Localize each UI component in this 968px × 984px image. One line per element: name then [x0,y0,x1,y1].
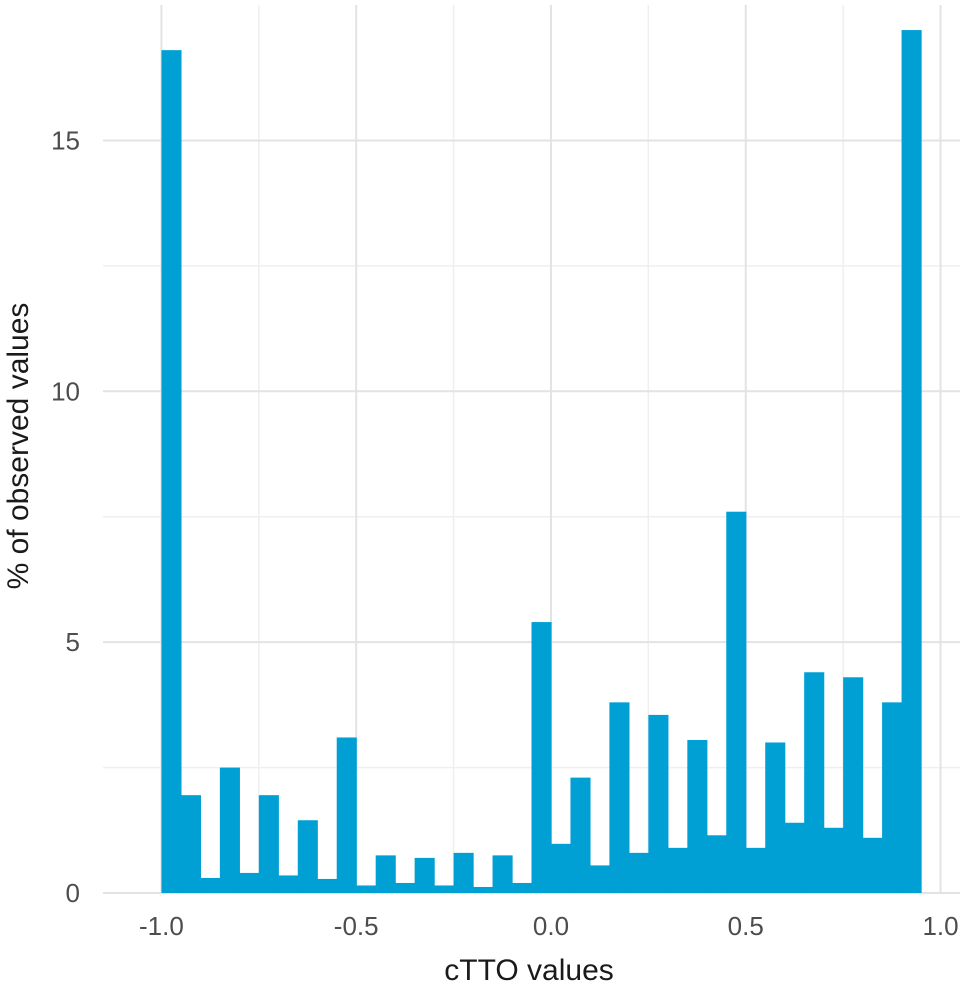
histogram-bar [453,852,474,893]
histogram-bar [161,50,182,894]
histogram-bars [161,30,922,894]
y-tick-label: 5 [66,627,80,657]
histogram-bar [414,857,435,893]
histogram-bar [609,702,630,893]
x-tick-label: 0.5 [728,911,764,941]
histogram-bar [843,677,864,893]
y-axis-ticks: 0 5 10 15 [51,125,80,908]
histogram-bar [823,827,844,893]
histogram-bar [180,795,201,893]
y-tick-label: 15 [51,125,80,155]
x-axis-ticks: -1.0 -0.5 0.0 0.5 1.0 [139,911,959,941]
x-tick-label: 1.0 [922,911,958,941]
y-tick-label: 0 [66,878,80,908]
histogram-bar [512,882,533,893]
x-tick-label: -0.5 [334,911,379,941]
histogram-bar [258,795,279,893]
histogram-bar [278,875,299,893]
histogram-bar [628,852,649,893]
histogram-bar [784,822,805,893]
histogram-bar [297,820,318,893]
histogram-bar [395,882,416,893]
x-tick-label: 0.0 [533,911,569,941]
histogram-bar [200,877,221,893]
x-axis-title: cTTO values [444,954,614,984]
y-tick-label: 10 [51,376,80,406]
histogram-bar [434,885,455,893]
histogram-bar [550,843,572,893]
histogram-bar [726,511,747,893]
histogram-bar [687,739,708,893]
histogram-bar [219,767,240,893]
histogram-bar [336,737,357,893]
histogram-bar [804,672,825,893]
histogram-bar [317,878,338,893]
histogram-bar [745,847,766,893]
histogram-bar [589,865,611,893]
histogram-bar [706,835,727,893]
x-tick-label: -1.0 [139,911,184,941]
histogram-bar [570,777,591,893]
histogram-bar [492,855,513,893]
y-axis-title: % of observed values [2,303,35,590]
histogram-bar [765,742,786,893]
histogram-bar [862,837,883,893]
histogram-bar [901,30,922,894]
histogram-bar [648,714,669,893]
histogram-bar [667,847,688,893]
histogram-bar [882,702,903,893]
histogram-bar [473,886,494,893]
histogram-bar [375,855,396,893]
histogram-bar [531,622,552,893]
histogram-bar [356,885,377,893]
histogram-bar [239,872,260,893]
